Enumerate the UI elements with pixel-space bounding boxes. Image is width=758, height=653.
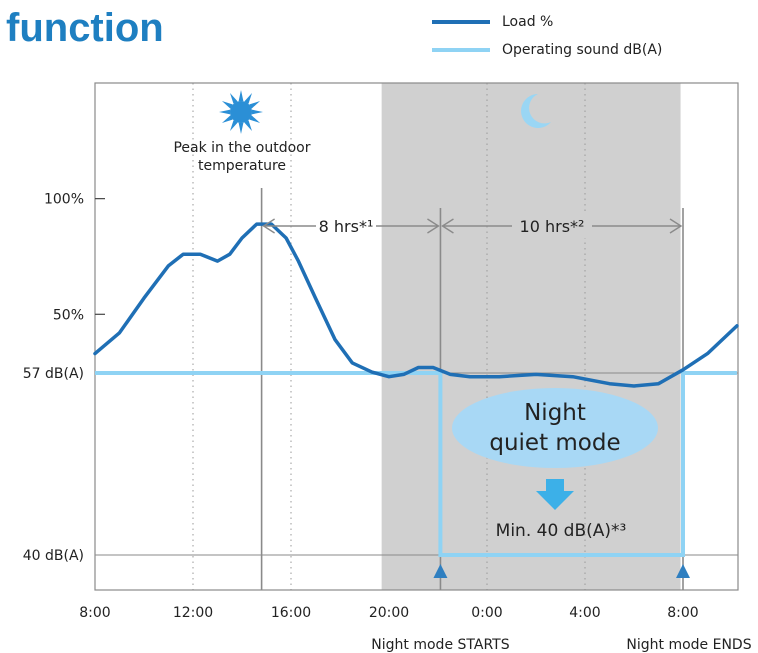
peak-label-line2: temperature bbox=[198, 158, 286, 174]
sun-ray-4 bbox=[230, 120, 238, 132]
legend-item-load: Load % bbox=[432, 8, 752, 36]
night-band bbox=[381, 83, 681, 590]
sun-ray-9 bbox=[238, 90, 244, 102]
y-tick-label-load-0: 100% bbox=[44, 192, 84, 208]
min-sound-label: Min. 40 dB(A)*³ bbox=[496, 521, 627, 541]
legend-swatch-sound bbox=[432, 48, 490, 52]
span-label-2: 10 hrs*² bbox=[520, 217, 585, 236]
span-label-1: 8 hrs*¹ bbox=[319, 217, 374, 236]
y-tick-label-sound-1: 40 dB(A) bbox=[23, 548, 84, 564]
sun-ray-6 bbox=[219, 109, 231, 115]
legend-label-load: Load % bbox=[502, 14, 554, 30]
y-tick-label-load-1: 50% bbox=[53, 307, 84, 323]
night-end-marker-icon bbox=[676, 564, 690, 578]
page-title: function bbox=[6, 6, 164, 50]
span-label-1-bg bbox=[316, 212, 376, 238]
night-mode-label-line1: Night bbox=[524, 400, 586, 426]
x-tick-label-4: 0:00 bbox=[471, 605, 502, 621]
span-arrow-1-head-right bbox=[427, 218, 440, 234]
chart-legend: Load % Operating sound dB(A) bbox=[432, 8, 752, 64]
sun-ray-1 bbox=[249, 115, 261, 123]
x-tick-label-0: 8:00 bbox=[79, 605, 110, 621]
x-tick-label-1: 12:00 bbox=[173, 605, 213, 621]
sun-ray-7 bbox=[221, 101, 233, 109]
sun-ray-5 bbox=[221, 115, 233, 123]
x-tick-label-5: 4:00 bbox=[569, 605, 600, 621]
x-tick-label-6: 8:00 bbox=[667, 605, 698, 621]
down-arrow-icon bbox=[536, 479, 574, 510]
night-mode-label-line2: quiet mode bbox=[489, 430, 620, 456]
plot-frame bbox=[94, 82, 739, 591]
sun-ray-2 bbox=[244, 120, 252, 132]
x-tick-label-2: 16:00 bbox=[271, 605, 311, 621]
moon-icon bbox=[521, 94, 551, 128]
legend-swatch-load bbox=[432, 20, 490, 24]
span-arrow-2-head-left bbox=[441, 218, 454, 234]
sun-core bbox=[230, 101, 252, 123]
legend-item-sound: Operating sound dB(A) bbox=[432, 36, 752, 64]
series-line-load bbox=[93, 222, 739, 388]
sun-ray-11 bbox=[249, 101, 261, 109]
series-line-sound bbox=[95, 371, 737, 557]
sun-ray-10 bbox=[244, 92, 252, 104]
y-tick-label-sound-0: 57 dB(A) bbox=[23, 366, 84, 382]
night-start-marker-icon bbox=[433, 564, 448, 578]
night-mode-bubble bbox=[452, 388, 658, 468]
night-end-label: Night mode ENDS bbox=[626, 637, 751, 653]
span-arrow-2-head-right bbox=[669, 218, 683, 234]
sun-ray-0 bbox=[251, 109, 263, 115]
span-label-2-bg bbox=[512, 212, 592, 238]
night-start-label: Night mode STARTS bbox=[371, 637, 509, 653]
sun-ray-3 bbox=[238, 122, 244, 134]
x-tick-label-3: 20:00 bbox=[369, 605, 409, 621]
peak-label-line1: Peak in the outdoor bbox=[173, 140, 310, 156]
sun-ray-8 bbox=[230, 92, 238, 104]
span-arrow-1-head-left bbox=[262, 218, 275, 234]
sun-icon bbox=[219, 90, 263, 134]
legend-label-sound: Operating sound dB(A) bbox=[502, 42, 663, 58]
